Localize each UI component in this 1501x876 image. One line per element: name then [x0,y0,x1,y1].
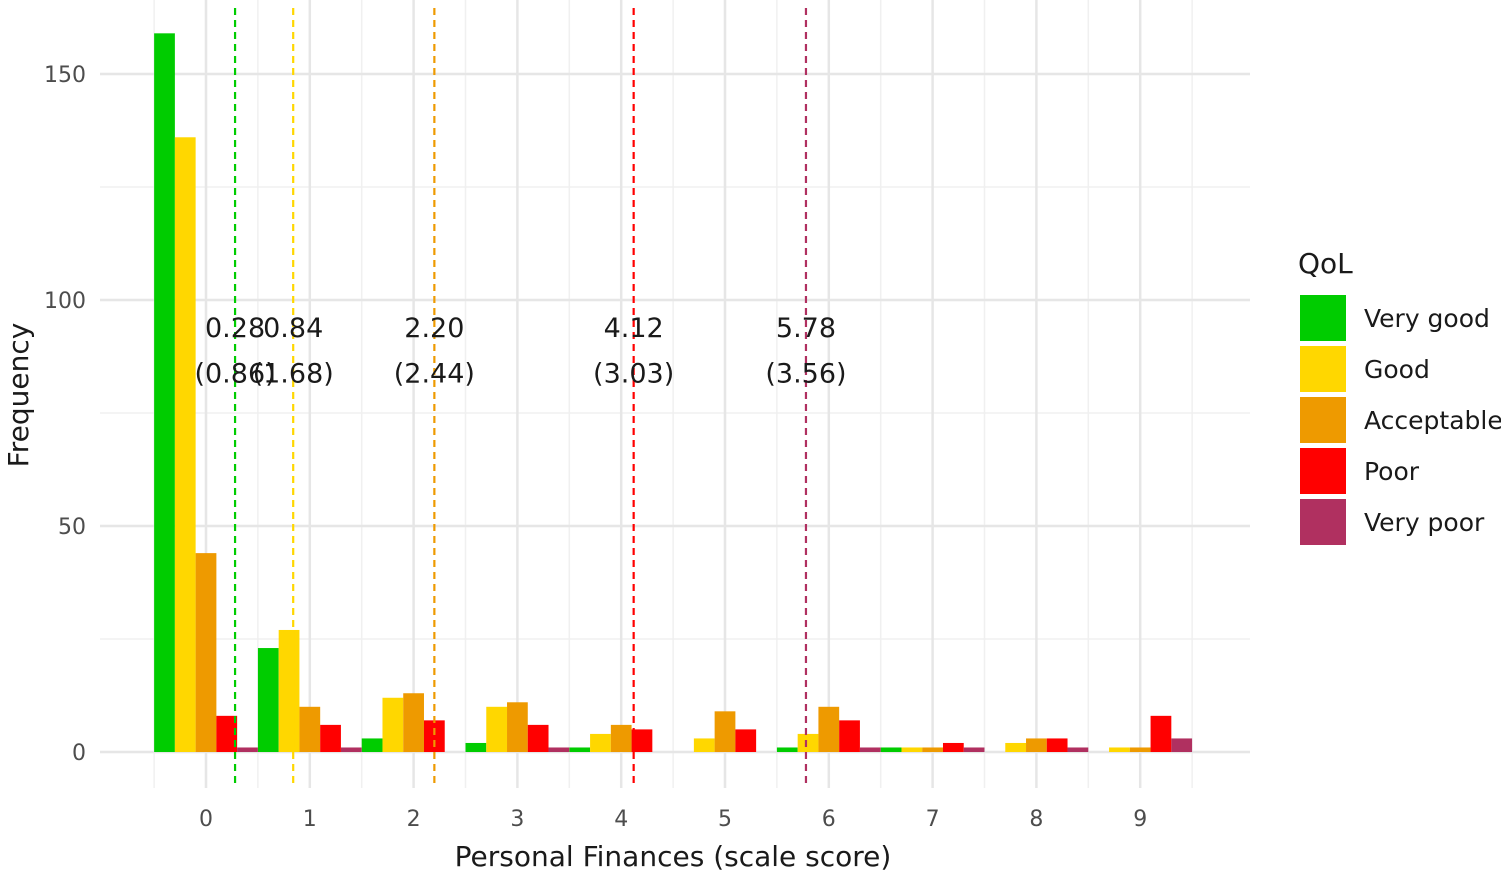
sd-label: (0.86) [194,358,275,389]
bar [963,747,985,752]
x-tick-label: 6 [822,807,836,832]
sd-label: (2.44) [394,358,475,389]
y-tick-label: 50 [58,515,86,540]
bar [797,733,819,752]
bar [278,629,300,752]
bar [299,706,321,752]
sd-label: (3.56) [765,358,846,389]
bar [610,724,632,752]
bar [1171,738,1193,752]
y-axis-ticks: 0 50 100 150 [44,63,86,766]
legend-label: Acceptable [1364,406,1501,435]
bar [423,720,445,752]
bar [859,747,881,752]
bar [818,706,840,752]
bar [922,747,943,752]
legend-label: Good [1364,355,1430,384]
x-tick-label: 0 [199,807,213,832]
bar [714,711,736,752]
x-tick-label: 7 [926,807,940,832]
mean-label: 5.78 [776,313,836,344]
bar [693,738,715,752]
x-tick-label: 1 [303,807,317,832]
bar [1005,742,1027,752]
mean-label: 4.12 [604,313,664,344]
bar [216,715,238,752]
bar [1129,747,1151,752]
bar [839,720,860,752]
legend-label: Very good [1364,304,1490,333]
y-tick-label: 150 [44,63,86,88]
x-axis-ticks: 0 1 2 3 4 5 6 7 8 9 [199,807,1147,832]
bar [195,553,217,752]
grid [100,0,1250,788]
bar [486,706,508,752]
bar [465,742,487,752]
bar [237,747,258,752]
bar [340,747,362,752]
bar [776,747,798,752]
mean-lines [233,8,808,788]
bar [1026,738,1047,752]
legend-title: QoL [1298,247,1353,280]
bar [1109,747,1130,752]
mean-annotations: 0.28 (0.86) 0.84 (1.68) 2.20 (2.44) 4.12 (3.03)… [194,313,846,389]
legend-key [1300,295,1346,341]
bar [942,742,964,752]
x-tick-label: 8 [1029,807,1043,832]
mean-label: 0.84 [263,313,323,344]
bar [361,738,383,752]
x-tick-label: 4 [614,807,628,832]
bar [569,747,591,752]
mean-label: 2.20 [404,313,464,344]
x-tick-label: 2 [407,807,421,832]
bar [527,724,549,752]
y-tick-label: 0 [72,741,86,766]
bar [320,724,341,752]
bar [880,747,902,752]
bar [403,693,424,752]
x-axis-title: Personal Finances (scale score) [455,840,892,873]
bar [1046,738,1068,752]
bar [154,33,175,752]
bar [382,697,404,752]
legend-label: Poor [1364,457,1420,486]
x-tick-label: 5 [718,807,732,832]
mean-label: 0.28 [205,313,265,344]
bar [901,747,923,752]
bar [548,747,570,752]
y-tick-label: 100 [44,289,86,314]
x-tick-label: 3 [510,807,524,832]
bar [1150,715,1172,752]
x-tick-label: 9 [1133,807,1147,832]
legend-key [1300,346,1346,392]
bar [590,733,611,752]
bars [154,33,1193,752]
y-axis-title: Frequency [2,323,35,468]
sd-label: (3.03) [593,358,674,389]
bar [631,729,653,752]
legend-key [1300,397,1346,443]
sd-label: (1.68) [253,358,334,389]
bar [174,137,196,752]
legend-key [1300,448,1346,494]
legend: QoL Very good Good Acceptable Poor Very poor [1298,247,1501,545]
legend-label: Very poor [1364,508,1485,537]
bar [735,729,757,752]
bar [1067,747,1089,752]
bar [507,702,528,752]
bar [257,648,279,752]
legend-key [1300,499,1346,545]
